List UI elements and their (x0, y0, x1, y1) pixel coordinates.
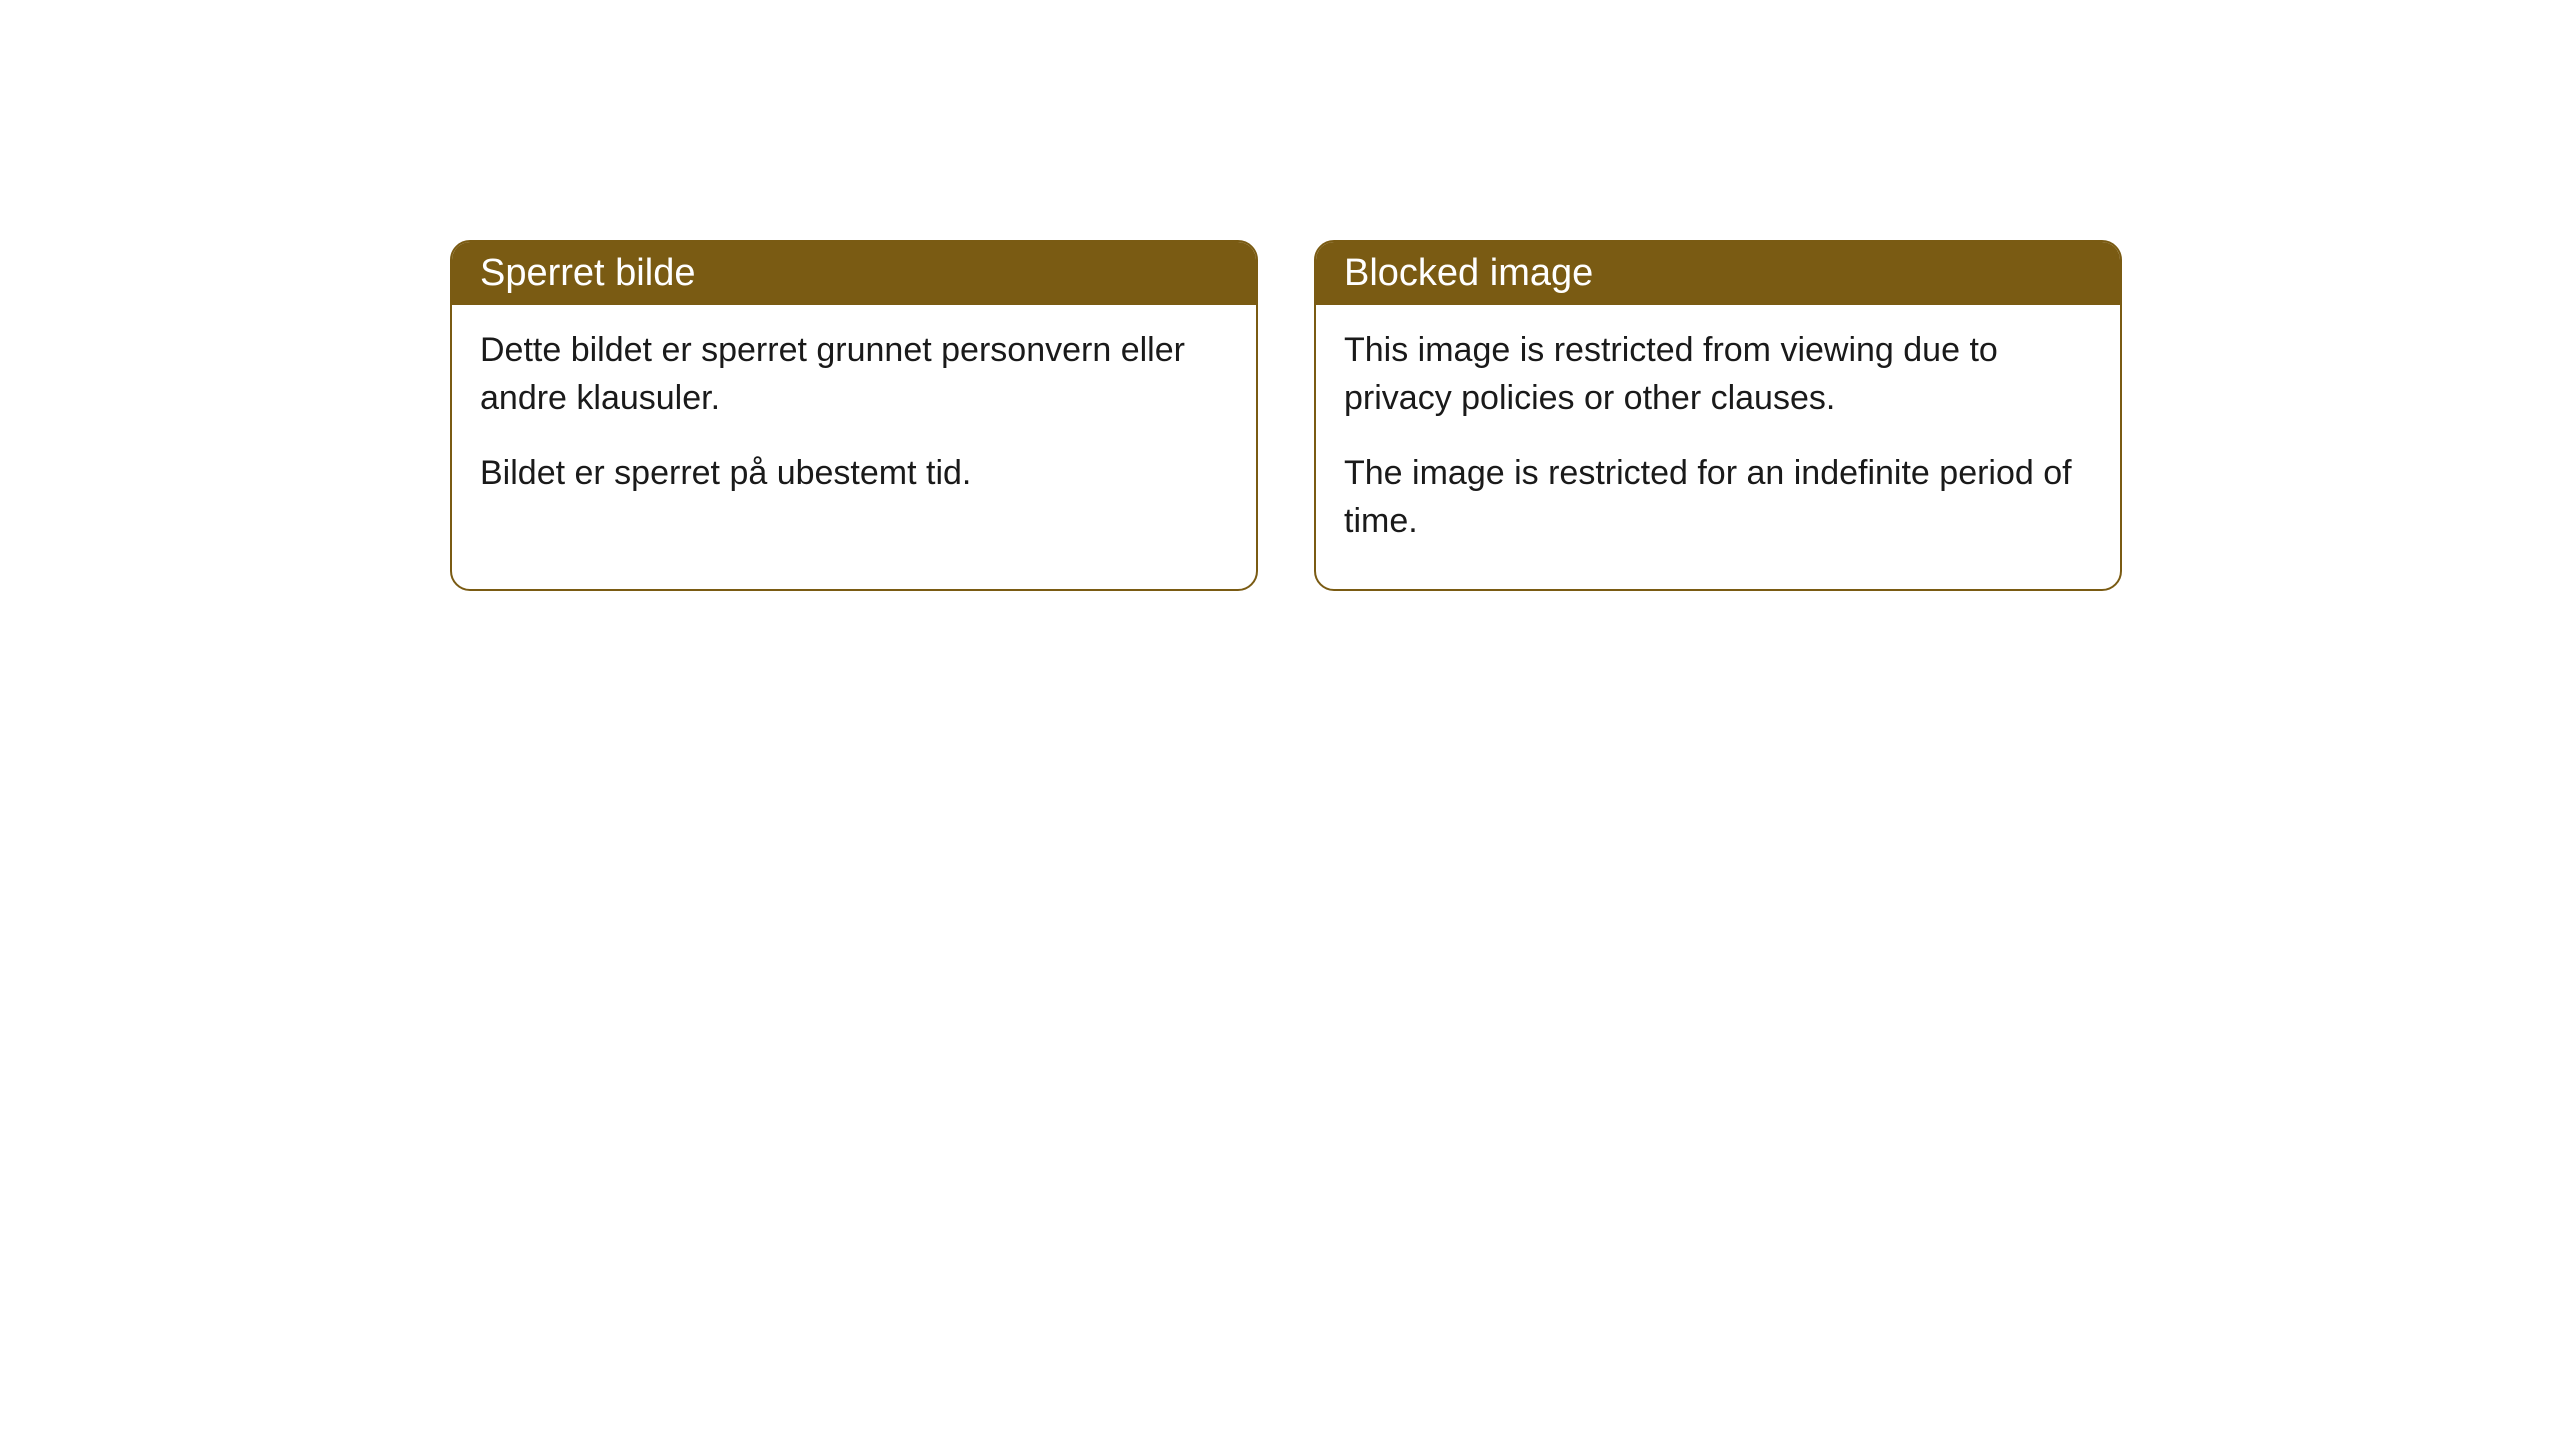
card-body: This image is restricted from viewing du… (1316, 305, 2120, 589)
notice-cards-container: Sperret bilde Dette bildet er sperret gr… (0, 0, 2560, 591)
card-body: Dette bildet er sperret grunnet personve… (452, 305, 1256, 542)
card-title: Sperret bilde (480, 252, 695, 294)
card-paragraph-2: Bildet er sperret på ubestemt tid. (480, 450, 1228, 498)
blocked-image-card-english: Blocked image This image is restricted f… (1314, 240, 2122, 591)
blocked-image-card-norwegian: Sperret bilde Dette bildet er sperret gr… (450, 240, 1258, 591)
card-header: Blocked image (1316, 242, 2120, 305)
card-paragraph-2: The image is restricted for an indefinit… (1344, 450, 2092, 545)
card-header: Sperret bilde (452, 242, 1256, 305)
card-paragraph-1: Dette bildet er sperret grunnet personve… (480, 327, 1228, 422)
card-title: Blocked image (1344, 252, 1593, 294)
card-paragraph-1: This image is restricted from viewing du… (1344, 327, 2092, 422)
